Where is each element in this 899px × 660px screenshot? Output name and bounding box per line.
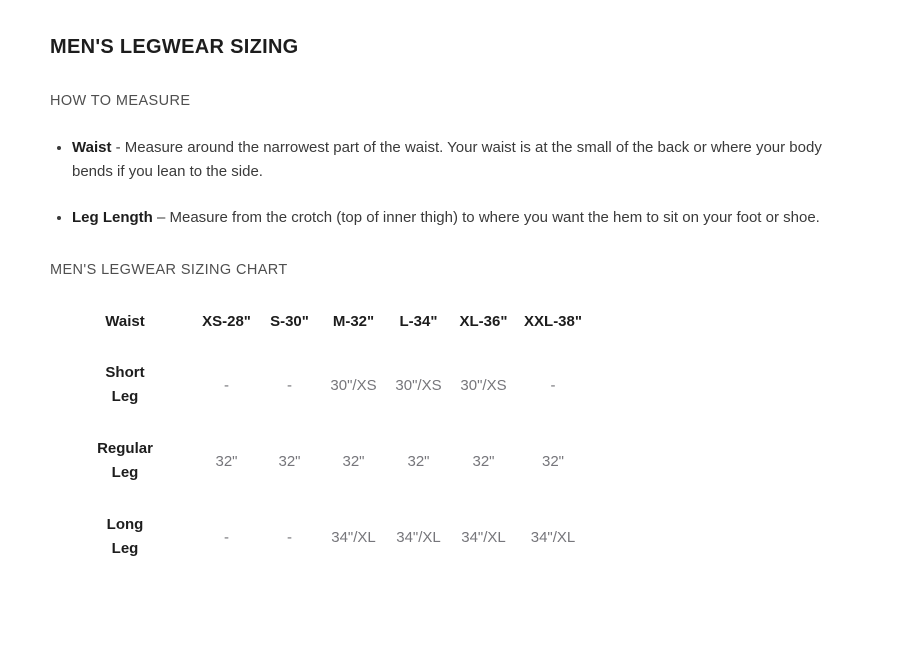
column-header-s: S-30" (270, 312, 309, 330)
column-header-waist: Waist (105, 312, 145, 330)
bullet-term-leg-length: Leg Length (72, 209, 153, 226)
table-cell: 34"/XL (461, 528, 506, 546)
column-header-xl: XL-36" (459, 312, 508, 330)
table-cell: 32" (472, 452, 495, 470)
table-cell: - (550, 376, 556, 394)
column-header-xs: XS-28" (202, 312, 251, 330)
table-cell: 32" (215, 452, 238, 470)
table-cell: - (287, 376, 292, 394)
column-header-l: L-34" (399, 312, 438, 330)
row-label-line: Leg (111, 540, 139, 557)
table-cell: 34"/XL (396, 528, 441, 546)
table-cell: 32" (278, 452, 301, 470)
table-cell: 30"/XS (330, 376, 377, 394)
table-cell: 30"/XS (395, 376, 442, 394)
sizing-chart-heading: MEN'S LEGWEAR SIZING CHART (50, 262, 288, 278)
table-row-long-leg: Long Leg - - 34"/XL 34"/XL 34"/XL 34"/XL (55, 499, 590, 575)
table-cell: 34"/XL (331, 528, 376, 546)
table-cell: - (224, 376, 229, 394)
row-label-regular-leg: Regular Leg (55, 423, 195, 499)
page-title: MEN'S LEGWEAR SIZING (50, 36, 299, 58)
table-cell: 32" (541, 452, 564, 470)
list-item-leg-length: Leg Length – Measure from the crotch (to… (72, 206, 845, 230)
bullet-text-leg-length: – Measure from the crotch (top of inner … (152, 209, 820, 226)
sizing-guide-page: MEN'S LEGWEAR SIZING HOW TO MEASURE Wais… (0, 0, 899, 575)
table-cell: 32" (342, 452, 365, 470)
sizing-chart-table: Waist XS-28" S-30" M-32" L-34" XL-36" XX… (55, 295, 590, 575)
table-row-short-leg: Short Leg - - 30"/XS 30"/XS 30"/XS - (55, 347, 590, 423)
bullet-term-waist: Waist (72, 139, 112, 156)
table-row-regular-leg: Regular Leg 32" 32" 32" 32" 32" 32" (55, 423, 590, 499)
table-cell: 32" (407, 452, 430, 470)
row-label-line: Regular (97, 440, 153, 457)
table-cell: 34"/XL (530, 528, 576, 546)
measure-instructions-list: Waist - Measure around the narrowest par… (50, 136, 845, 230)
how-to-measure-heading: HOW TO MEASURE (50, 93, 191, 109)
table-cell: - (224, 528, 229, 546)
row-label-short-leg: Short Leg (55, 347, 195, 423)
list-item-waist: Waist - Measure around the narrowest par… (72, 136, 845, 184)
table-cell: - (287, 528, 292, 546)
bullet-text-waist: - Measure around the narrowest part of t… (72, 139, 822, 180)
row-label-line: Leg (111, 464, 139, 481)
row-label-line: Long (106, 516, 144, 533)
column-header-m: M-32" (332, 312, 375, 330)
row-label-line: Short (105, 364, 145, 381)
row-label-line: Leg (111, 388, 139, 405)
row-label-long-leg: Long Leg (55, 499, 195, 575)
table-header-row: Waist XS-28" S-30" M-32" L-34" XL-36" XX… (55, 295, 590, 347)
column-header-xxl: XXL-38" (524, 312, 582, 330)
table-cell: 30"/XS (460, 376, 507, 394)
